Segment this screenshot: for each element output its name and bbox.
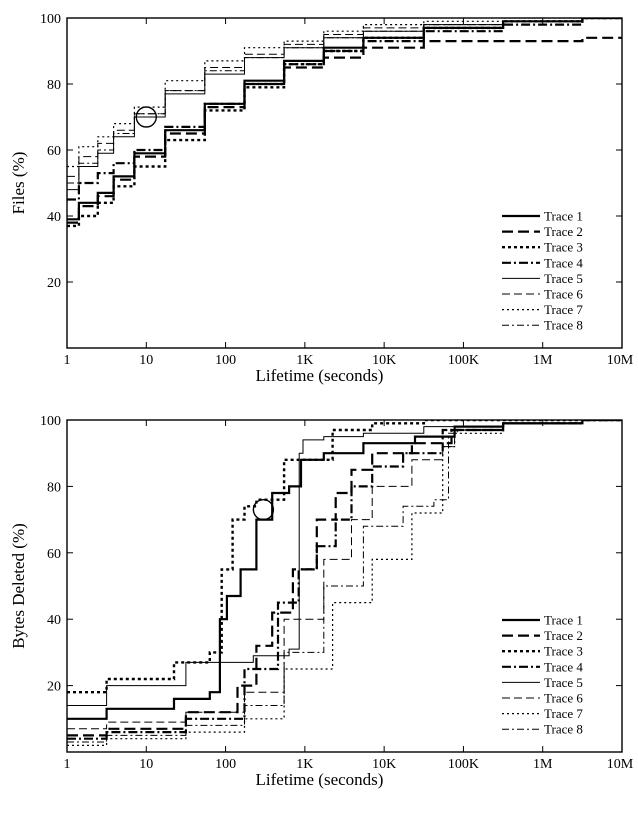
- series-line-trace-5: [67, 18, 622, 191]
- series-line-trace-1: [67, 18, 622, 221]
- series-line-trace-7: [67, 18, 622, 168]
- x-axis-label: Lifetime (seconds): [256, 366, 384, 385]
- legend-label-trace-2: Trace 2: [544, 224, 583, 239]
- x-tick-label: 10K: [372, 757, 396, 772]
- series-line-trace-4: [67, 18, 622, 201]
- x-tick-label: 10: [139, 757, 153, 772]
- plot-frame: [66, 17, 623, 349]
- y-tick-label: 20: [47, 276, 61, 291]
- y-tick-label: 80: [47, 78, 61, 93]
- legend-label-trace-8: Trace 8: [544, 318, 583, 333]
- series-line-trace-8: [67, 420, 622, 743]
- x-tick-label: 10: [139, 353, 153, 368]
- legend-label-trace-2: Trace 2: [544, 628, 583, 643]
- x-tick-label: 1K: [296, 757, 313, 772]
- legend-label-trace-5: Trace 5: [544, 675, 583, 690]
- plot-frame: [66, 419, 623, 753]
- x-tick-label: 1M: [533, 353, 553, 368]
- y-axis-label: Files (%): [9, 152, 28, 215]
- series-line-trace-5: [67, 420, 622, 706]
- x-axis-label: Lifetime (seconds): [256, 770, 384, 789]
- legend-label-trace-3: Trace 3: [544, 240, 583, 255]
- legend-label-trace-7: Trace 7: [544, 302, 583, 317]
- legend-label-trace-6: Trace 6: [544, 691, 583, 706]
- series-line-trace-3: [67, 18, 622, 228]
- y-tick-label: 20: [47, 680, 61, 695]
- y-tick-label: 60: [47, 547, 61, 562]
- x-tick-label: 10K: [372, 353, 396, 368]
- x-tick-label: 100K: [448, 757, 479, 772]
- series-line-trace-4: [67, 420, 622, 740]
- legend-label-trace-6: Trace 6: [544, 287, 583, 302]
- series-line-trace-2: [67, 36, 622, 224]
- highlight-circle: [135, 106, 157, 128]
- x-tick-label: 1: [64, 757, 71, 772]
- legend-label-trace-4: Trace 4: [544, 659, 583, 674]
- series-line-trace-7: [67, 420, 622, 746]
- x-tick-label: 100K: [448, 353, 479, 368]
- legend-label-trace-4: Trace 4: [544, 255, 583, 270]
- x-tick-label: 1K: [296, 353, 313, 368]
- legend-label-trace-8: Trace 8: [544, 722, 583, 737]
- x-tick-label: 100: [215, 353, 236, 368]
- legend-label-trace-1: Trace 1: [544, 209, 583, 224]
- x-tick-label: 1: [64, 353, 71, 368]
- series-line-trace-6: [67, 18, 622, 177]
- legend-label-trace-5: Trace 5: [544, 271, 583, 286]
- series-line-trace-1: [67, 420, 622, 720]
- series-line-trace-8: [67, 18, 622, 184]
- bytes-deleted-lifetime-chart: 1 10 100 1K 10K 100K 1M 10M 20 40 60 80 100 Lifetime …: [9, 414, 634, 789]
- y-tick-label: 40: [47, 210, 61, 225]
- legend-label-trace-7: Trace 7: [544, 706, 583, 721]
- files-lifetime-chart: 1 10 100 1K 10K 100K 1M 10M 20 40 60 80 100 Lifetime …: [9, 12, 634, 385]
- series-line-trace-3: [67, 420, 622, 694]
- y-tick-label: 100: [40, 414, 61, 429]
- y-tick-label: 60: [47, 144, 61, 159]
- y-tick-label: 100: [40, 12, 61, 27]
- legend-label-trace-3: Trace 3: [544, 644, 583, 659]
- x-tick-label: 100: [215, 757, 236, 772]
- y-axis-label: Bytes Deleted (%): [9, 523, 28, 649]
- y-tick-label: 40: [47, 613, 61, 628]
- y-tick-label: 80: [47, 480, 61, 495]
- legend-label-trace-1: Trace 1: [544, 613, 583, 628]
- series-line-trace-2: [67, 420, 622, 737]
- highlight-circle: [252, 498, 275, 521]
- series-line-trace-6: [67, 420, 622, 730]
- x-tick-label: 1M: [533, 757, 553, 772]
- x-tick-label: 10M: [607, 353, 634, 368]
- x-tick-label: 10M: [607, 757, 634, 772]
